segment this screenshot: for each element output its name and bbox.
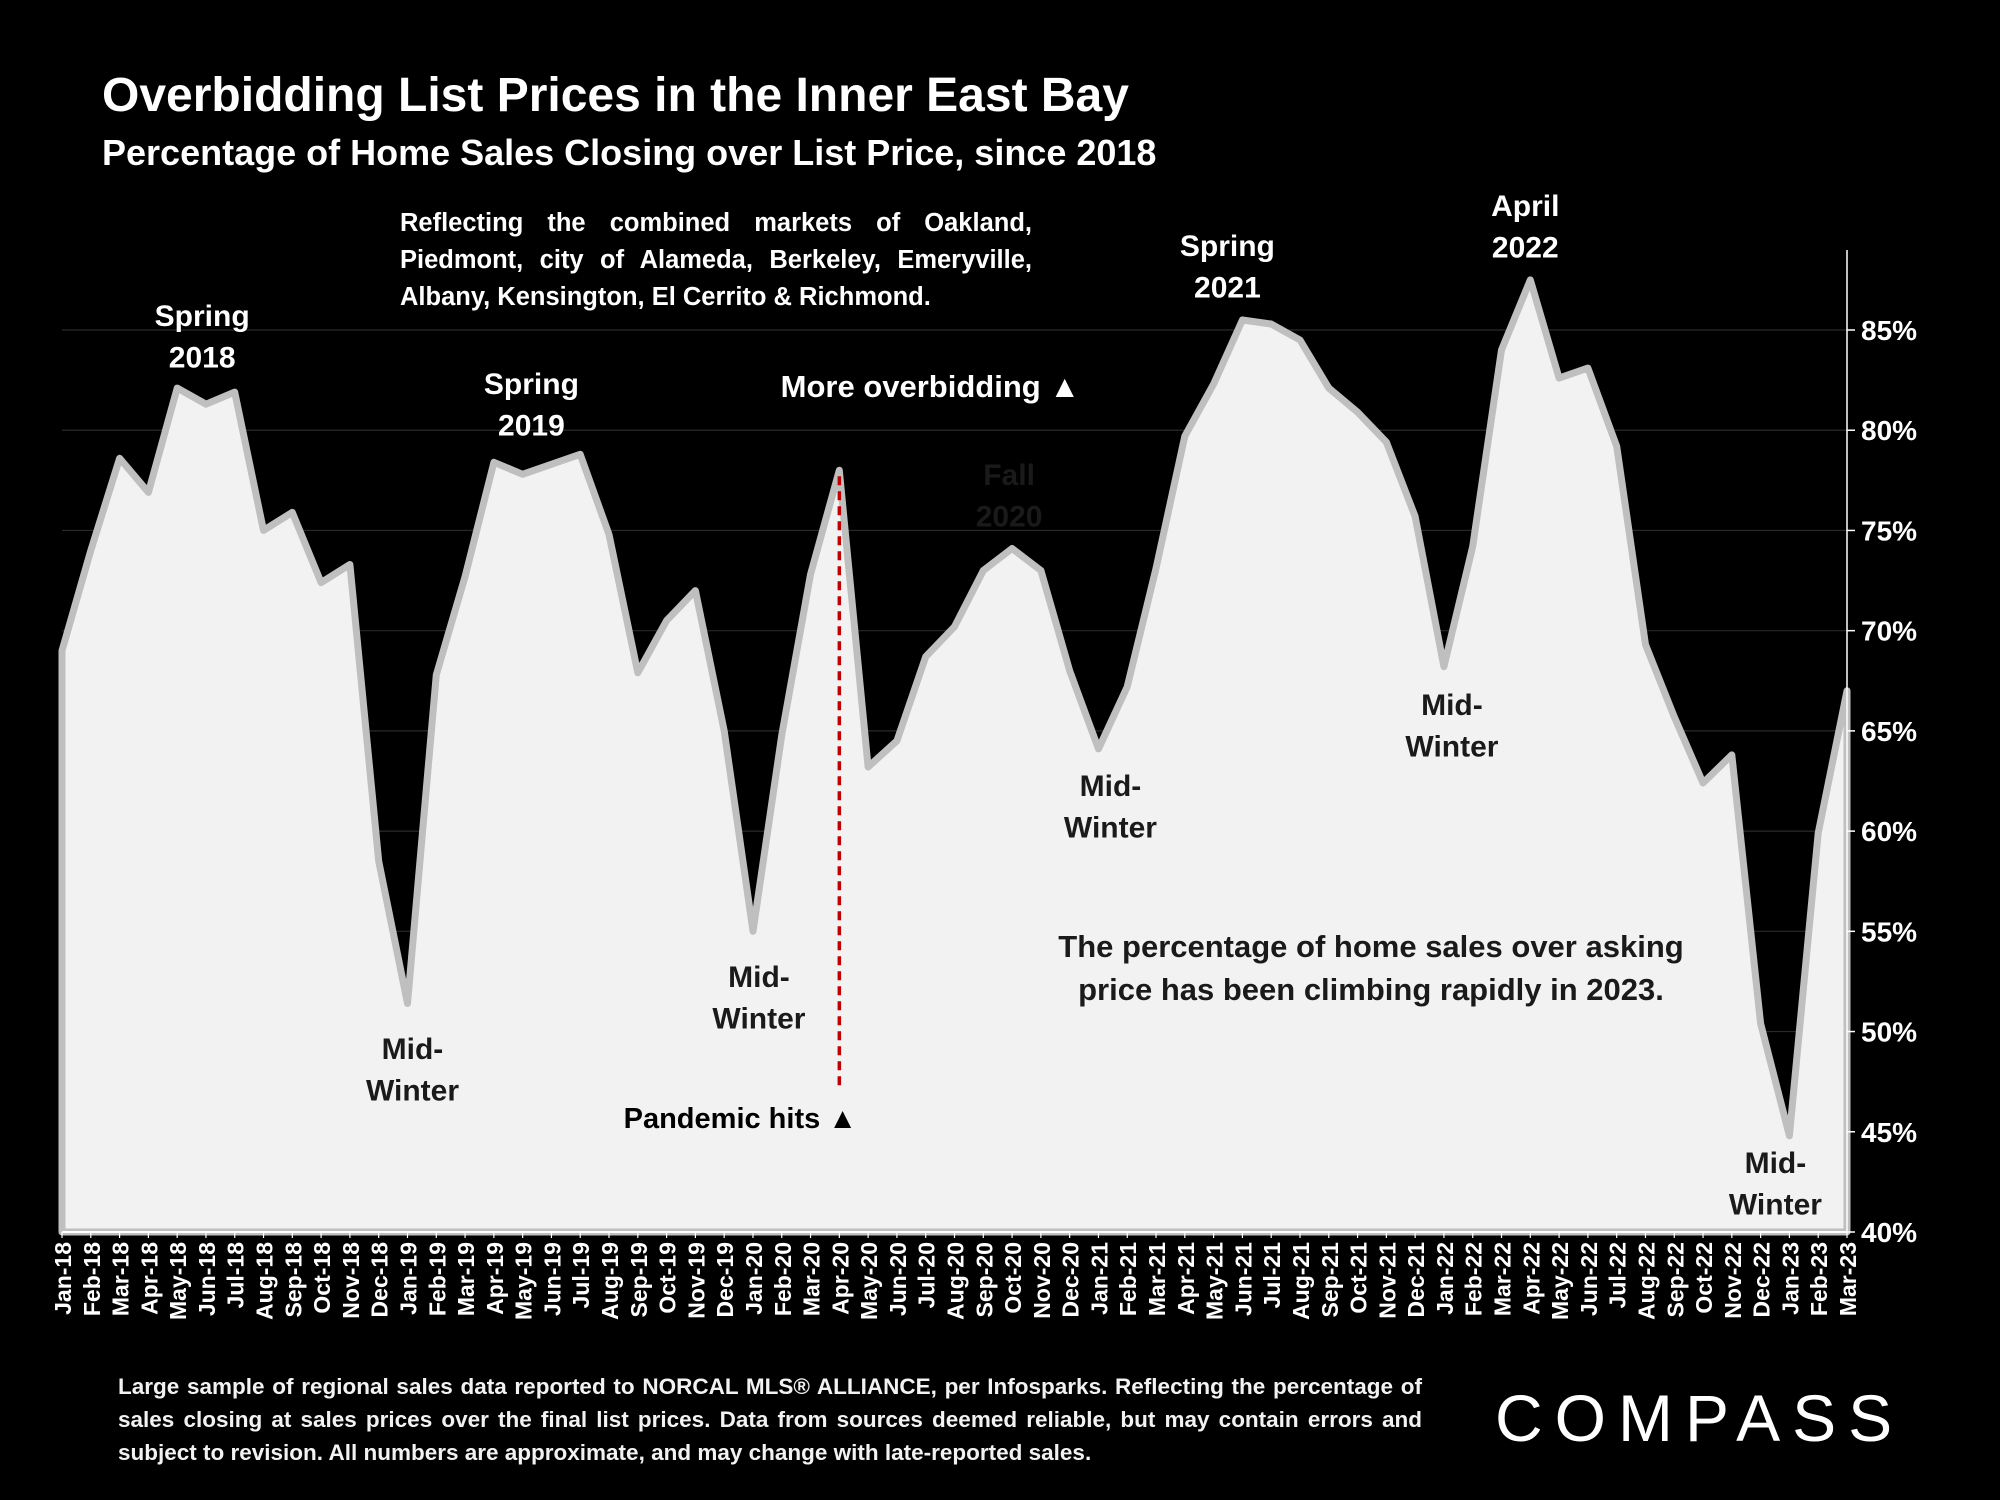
x-tick-label: Dec-18 — [367, 1242, 393, 1318]
mid-winter-label: Mid-Winter — [712, 961, 805, 1035]
x-tick-label: Mar-22 — [1490, 1242, 1516, 1316]
x-tick-label: Oct-19 — [655, 1242, 681, 1314]
x-tick-label: Jun-21 — [1230, 1242, 1256, 1316]
y-tick-label: 55% — [1861, 916, 1917, 947]
x-tick-label: Aug-21 — [1288, 1242, 1314, 1320]
season-peak-label: Spring 2021 — [1180, 230, 1275, 304]
x-tick-label: Oct-20 — [1000, 1242, 1026, 1314]
y-tick-label: 75% — [1861, 515, 1917, 546]
x-tick-label: Sep-20 — [971, 1242, 997, 1317]
annotations: Spring 2018 Spring 2019 Fall 2020 Spring 2021 Ap… — [155, 190, 1823, 1221]
x-tick-label: May-19 — [511, 1242, 537, 1320]
x-tick-label: Feb-18 — [79, 1242, 105, 1316]
y-tick-label: 85% — [1861, 315, 1917, 346]
x-tick-label: Feb-19 — [424, 1242, 450, 1316]
summary-callout: The percentage of home sales over asking… — [1058, 929, 1683, 1007]
x-tick-label: Jan-23 — [1777, 1242, 1803, 1315]
y-tick-label: 40% — [1861, 1217, 1917, 1248]
y-tick-label: 60% — [1861, 816, 1917, 847]
y-tick-label: 70% — [1861, 616, 1917, 647]
y-tick-label: 50% — [1861, 1017, 1917, 1048]
y-tick-label: 65% — [1861, 716, 1917, 747]
x-tick-label: Mar-19 — [453, 1242, 479, 1316]
season-peak-label: Spring 2018 — [155, 300, 250, 374]
x-tick-label: Nov-19 — [683, 1242, 709, 1319]
x-tick-label: Dec-20 — [1058, 1242, 1084, 1317]
x-tick-label: Oct-22 — [1691, 1242, 1717, 1314]
chart-title: Overbidding List Prices in the Inner Eas… — [102, 69, 1129, 122]
market-scope-note: Reflecting the combined markets of Oakla… — [400, 209, 1032, 311]
x-tick-label: Jan-21 — [1086, 1242, 1112, 1315]
x-tick-label: Jan-19 — [395, 1242, 421, 1315]
y-tick-label: 45% — [1861, 1117, 1917, 1148]
source-footnote: Large sample of regional sales data repo… — [118, 1374, 1422, 1465]
x-tick-label: Nov-18 — [338, 1242, 364, 1319]
mid-winter-label: Mid-Winter — [1064, 770, 1157, 844]
x-tick-label: May-22 — [1547, 1242, 1573, 1320]
x-tick-label: May-20 — [856, 1242, 882, 1320]
x-tick-label: Jul-20 — [914, 1242, 940, 1308]
x-tick-label: Jan-18 — [50, 1242, 76, 1315]
y-axis: 40% 45% 50% 55% 60% 65% 70% 75% 80% 85% — [1846, 250, 1917, 1248]
x-tick-label: Jan-20 — [741, 1242, 767, 1315]
x-tick-label: Aug-20 — [943, 1242, 969, 1320]
x-tick-label: Jun-19 — [539, 1242, 565, 1316]
x-tick-label: Jun-20 — [885, 1242, 911, 1316]
x-tick-label: Feb-21 — [1115, 1242, 1141, 1316]
x-tick-label: Sep-21 — [1317, 1242, 1343, 1318]
x-tick-label: Feb-20 — [770, 1242, 796, 1316]
x-tick-label: Nov-21 — [1374, 1242, 1400, 1319]
x-tick-label: May-18 — [165, 1242, 191, 1320]
area-series — [58, 276, 1851, 1236]
x-tick-label: Aug-22 — [1633, 1242, 1659, 1320]
x-tick-label: Aug-19 — [597, 1242, 623, 1320]
x-tick-label: Mar-21 — [1144, 1242, 1170, 1316]
mid-winter-label: Mid-Winter — [1405, 689, 1498, 763]
x-tick-label: Jul-18 — [223, 1242, 249, 1309]
x-tick-label: Mar-20 — [799, 1242, 825, 1316]
x-tick-label: Feb-22 — [1461, 1242, 1487, 1316]
season-peak-label: Fall 2020 — [976, 459, 1043, 533]
x-tick-label: May-21 — [1202, 1242, 1228, 1320]
x-tick-label: Dec-22 — [1749, 1242, 1775, 1317]
season-peak-label: April 2022 — [1491, 190, 1559, 264]
x-tick-label: Jun-22 — [1576, 1242, 1602, 1316]
y-tick-label: 80% — [1861, 415, 1917, 446]
x-tick-label: Oct-18 — [309, 1242, 335, 1314]
x-tick-label: Mar-18 — [108, 1242, 134, 1316]
x-tick-label: Nov-20 — [1029, 1242, 1055, 1319]
x-tick-label: Jul-22 — [1605, 1242, 1631, 1308]
x-tick-label: Feb-23 — [1806, 1242, 1832, 1316]
x-tick-label: Jul-19 — [568, 1242, 594, 1308]
x-tick-label: Apr-21 — [1173, 1242, 1199, 1315]
more-overbidding-callout: More overbidding ▲ — [781, 369, 1080, 404]
pandemic-hits-callout: Pandemic hits ▲ — [624, 1103, 857, 1135]
season-peak-label: Spring 2019 — [484, 368, 579, 442]
x-tick-label: Nov-22 — [1720, 1242, 1746, 1319]
x-tick-label: Apr-22 — [1518, 1242, 1544, 1315]
x-tick-label: Aug-18 — [252, 1242, 278, 1320]
x-tick-label: Sep-18 — [280, 1242, 306, 1318]
x-axis: Jan-18 Feb-18 Mar-18 Apr-18 May-18 Jun-18 Jul-… — [50, 1231, 1861, 1320]
x-tick-label: Oct-21 — [1346, 1242, 1372, 1314]
x-tick-label: Dec-21 — [1403, 1242, 1429, 1318]
compass-logo: COMPASS — [1495, 1381, 1905, 1455]
x-tick-label: Jul-21 — [1259, 1242, 1285, 1309]
x-tick-label: Apr-19 — [482, 1242, 508, 1315]
chart-subtitle: Percentage of Home Sales Closing over Li… — [102, 132, 1157, 173]
x-tick-label: Sep-19 — [626, 1242, 652, 1317]
mid-winter-label: Mid-Winter — [1729, 1147, 1822, 1221]
x-tick-label: Apr-20 — [827, 1242, 853, 1315]
x-tick-label: Jun-18 — [194, 1242, 220, 1316]
x-tick-label: Mar-23 — [1835, 1242, 1861, 1316]
x-tick-label: Apr-18 — [136, 1242, 162, 1315]
x-tick-label: Jan-22 — [1432, 1242, 1458, 1315]
x-tick-label: Sep-22 — [1662, 1242, 1688, 1317]
mid-winter-label: Mid-Winter — [366, 1033, 459, 1107]
x-tick-label: Dec-19 — [712, 1242, 738, 1317]
